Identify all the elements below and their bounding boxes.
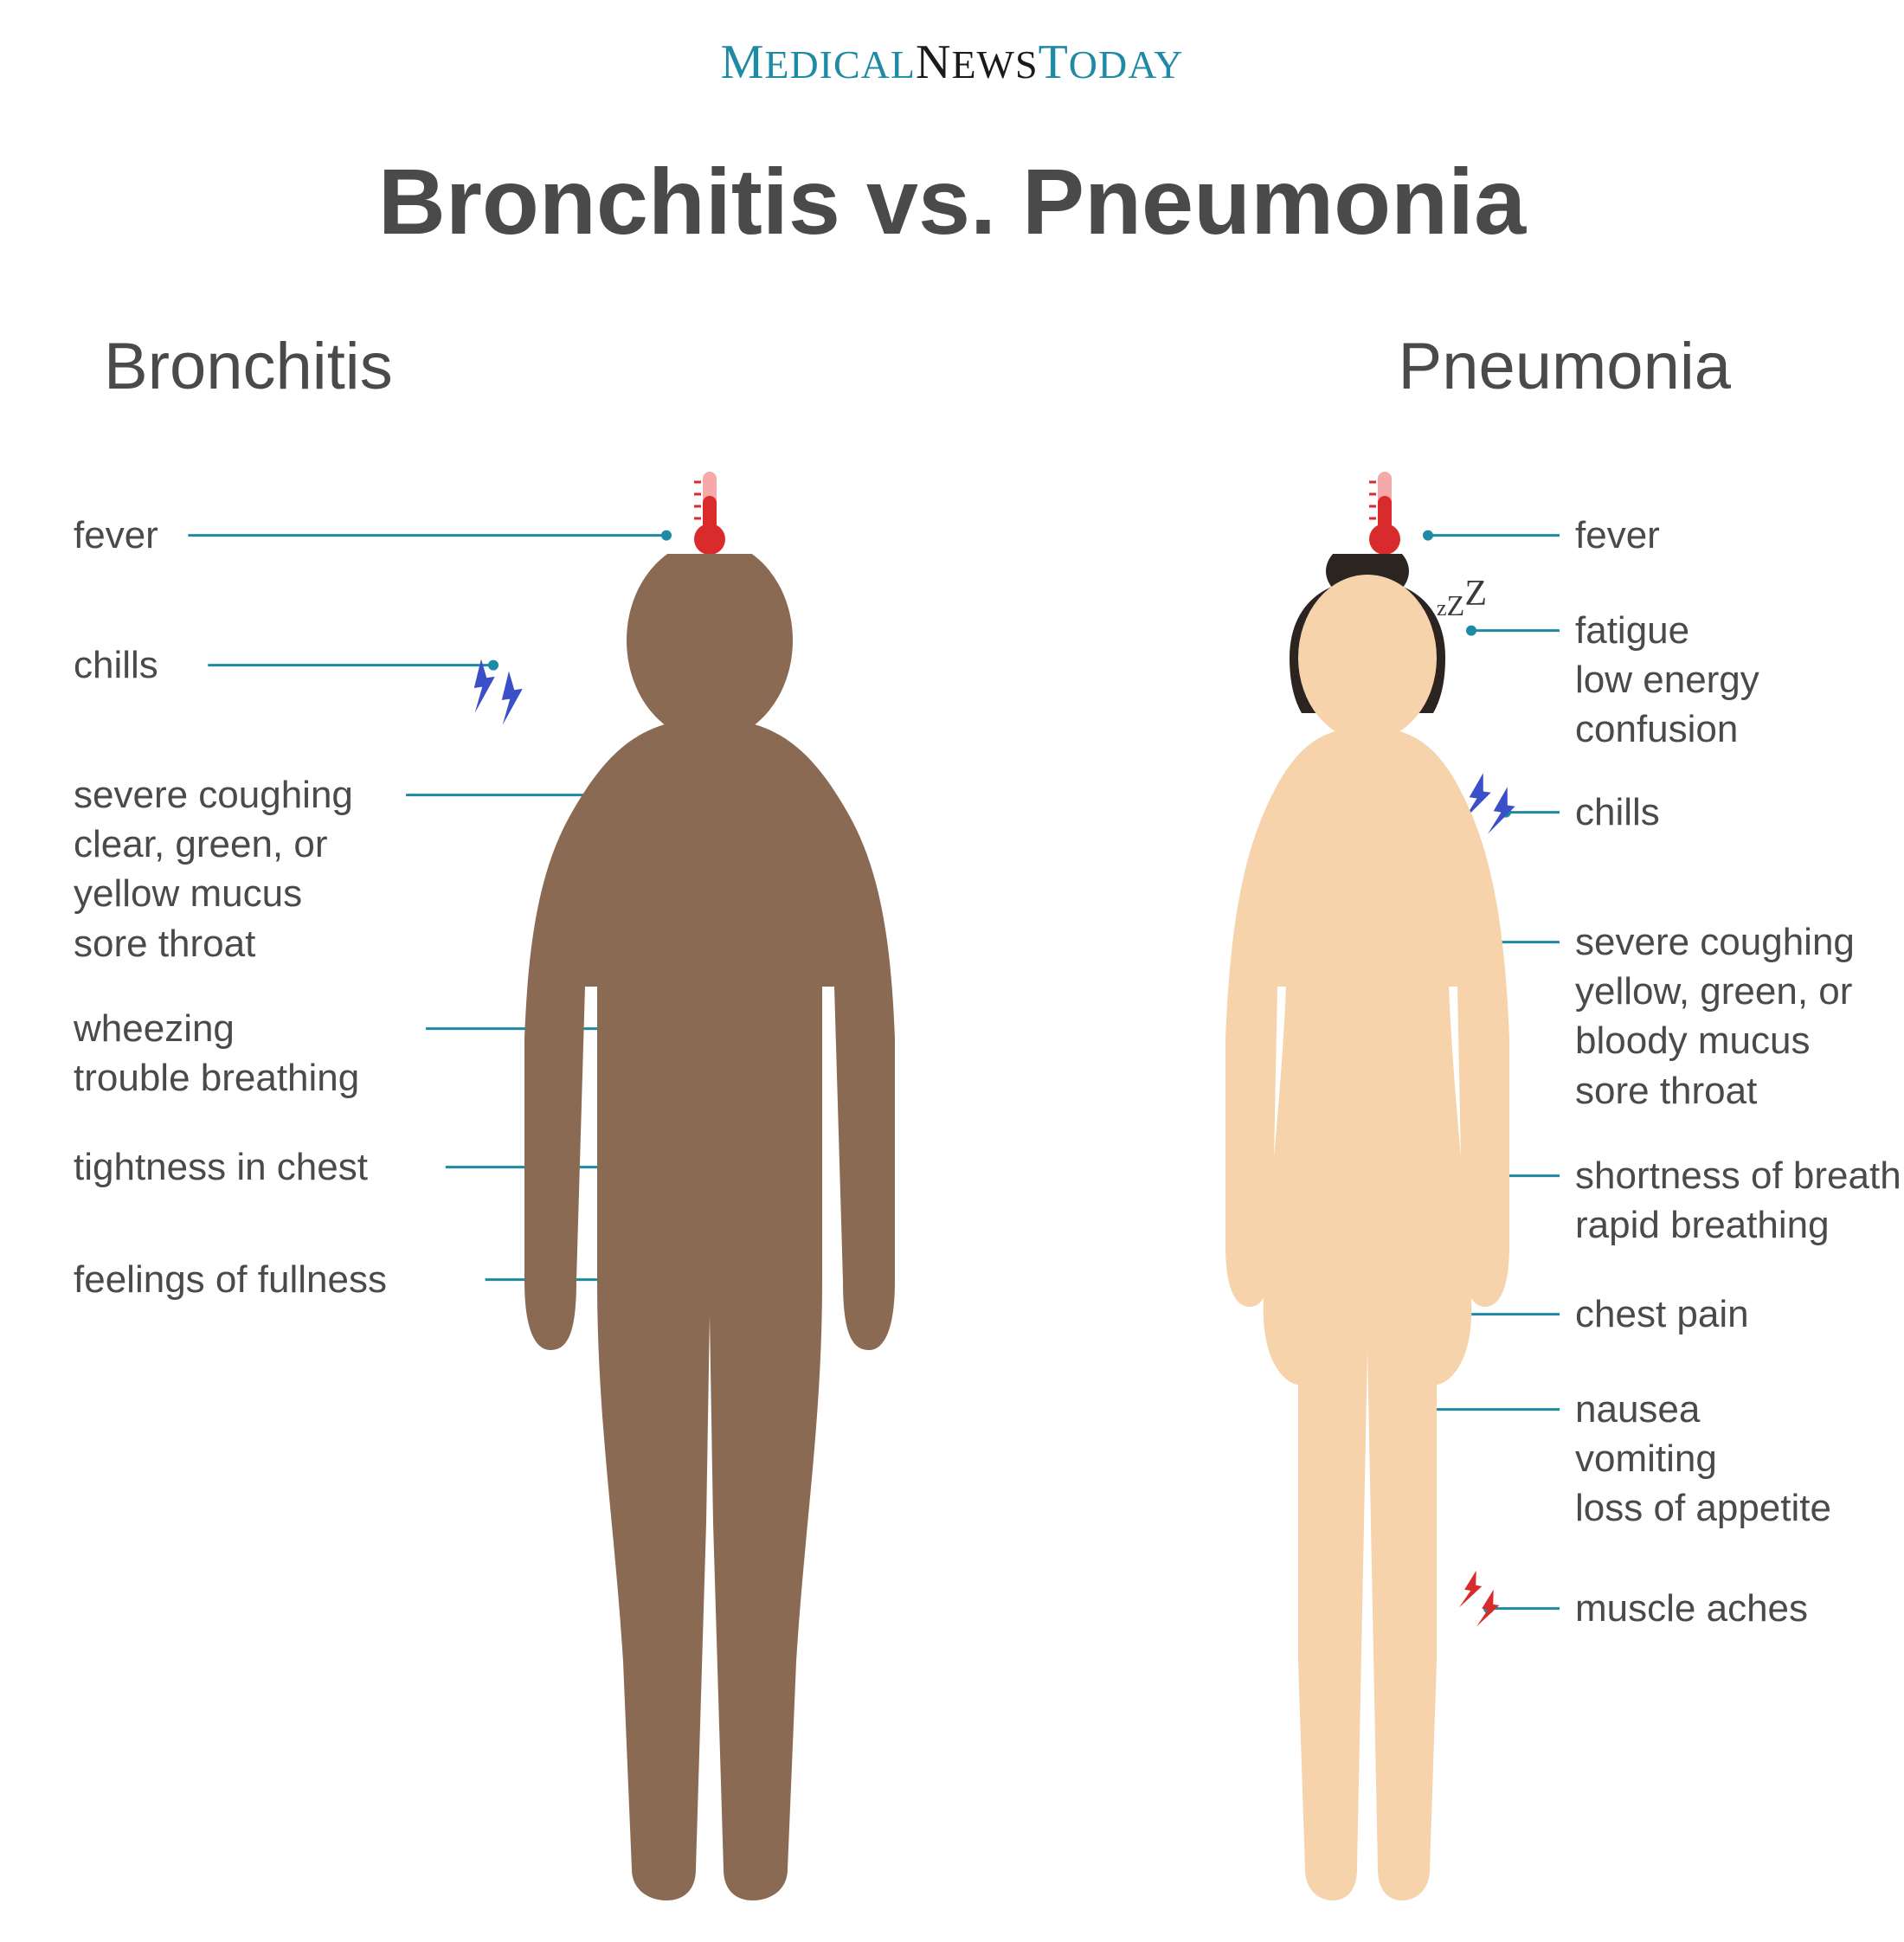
symptom-label: severe coughing clear, green, or yellow …	[74, 770, 353, 968]
symptom-label: severe coughing yellow, green, or bloody…	[1575, 917, 1855, 1116]
symptom-label: chills	[1575, 788, 1660, 837]
symptom-label: fever	[1575, 511, 1660, 560]
symptom-label: muscle aches	[1575, 1584, 1808, 1633]
symptom-label: fatigue low energy confusion	[1575, 606, 1759, 755]
symptom-label: tightness in chest	[74, 1142, 368, 1192]
symptom-label: nausea vomiting loss of appetite	[1575, 1385, 1831, 1534]
sleep-icon: zZZ	[1437, 583, 1487, 625]
symptom-label: chills	[74, 640, 158, 690]
symptom-label: fever	[74, 511, 158, 560]
symptom-label: chest pain	[1575, 1289, 1749, 1339]
symptom-label: wheezing trouble breathing	[74, 1004, 359, 1103]
symptom-label: shortness of breath rapid breathing	[1575, 1151, 1901, 1250]
symptom-label: feelings of fullness	[74, 1255, 387, 1304]
female-body-icon	[1125, 554, 1610, 1904]
male-body-icon	[450, 554, 969, 1904]
